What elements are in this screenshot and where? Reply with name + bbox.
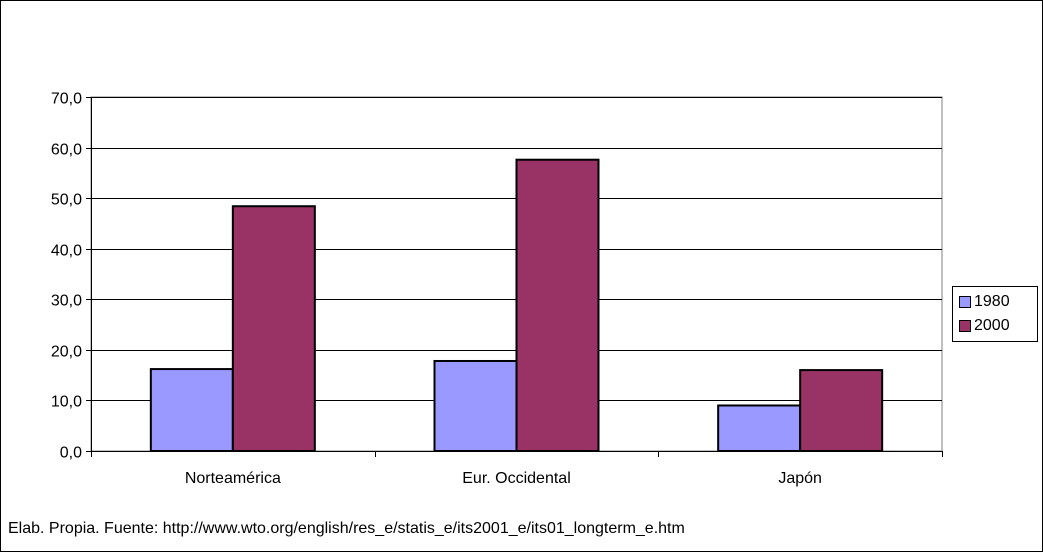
bar-1980-2	[717, 404, 802, 453]
legend-swatch-1980	[959, 296, 971, 308]
bar-2000-1	[515, 158, 600, 453]
x-category-label: Norteamérica	[185, 470, 281, 487]
x-category-label: Eur. Occidental	[462, 470, 571, 487]
legend-label-2000: 2000	[974, 317, 1010, 334]
y-tick-label: 30,0	[51, 293, 82, 310]
x-category-label: Japón	[778, 470, 822, 487]
bar-2000-2	[799, 369, 884, 453]
legend: 1980 2000	[952, 286, 1038, 342]
y-tick-label: 40,0	[51, 243, 82, 260]
y-tick-label: 60,0	[51, 142, 82, 159]
y-tick-label: 20,0	[51, 344, 82, 361]
legend-label-1980: 1980	[974, 293, 1010, 310]
legend-swatch-2000	[959, 320, 971, 332]
y-tick-label: 50,0	[51, 192, 82, 209]
y-tick-label: 10,0	[51, 394, 82, 411]
bar-1980-0	[149, 368, 234, 452]
y-tick-label: 0,0	[60, 445, 82, 462]
legend-item-1980: 1980	[959, 292, 1010, 312]
y-tick-label: 70,0	[51, 91, 82, 108]
source-note: Elab. Propia. Fuente: http://www.wto.org…	[8, 520, 685, 537]
legend-item-2000: 2000	[959, 316, 1010, 336]
bar-1980-1	[433, 359, 518, 452]
bar-2000-0	[231, 205, 316, 452]
